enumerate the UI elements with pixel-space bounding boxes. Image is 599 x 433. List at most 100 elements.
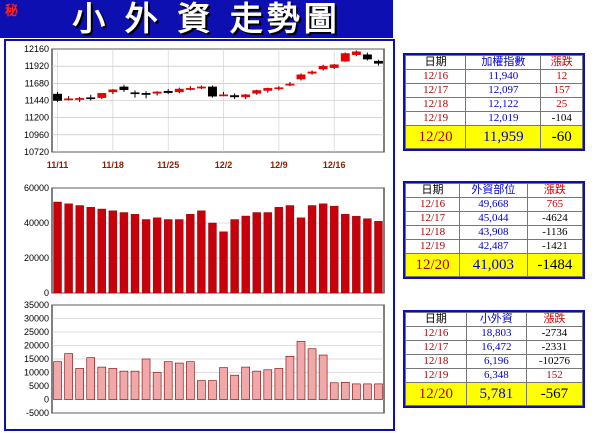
chart-frame: 10720 10960 11200 11440 11680 11920 12160 11/11…: [4, 39, 395, 431]
table-today-row: 12/20 5,781 -567: [405, 382, 584, 406]
foreign-bar: [208, 222, 217, 294]
date-cell: 12/19: [405, 368, 467, 383]
table-row: 12/17 16,472 -2331: [405, 340, 584, 355]
date-cell: 12/17: [404, 83, 467, 98]
date-cell: 12/17: [405, 340, 467, 355]
date-cell: 12/18: [404, 97, 467, 112]
small-foreign-y-tick-label: -5000: [26, 408, 49, 418]
small-foreign-y-tick-label: 5000: [29, 381, 49, 391]
index-y-tick-label: 11440: [25, 96, 49, 106]
small-foreign-bar: [108, 368, 118, 400]
foreign-bar: [186, 214, 195, 294]
foreign-bar: [230, 219, 239, 294]
foreign-bar: [318, 203, 328, 294]
value-cell: 18,803: [465, 326, 527, 341]
small-foreign-bar: [97, 366, 107, 400]
value-cell: 5,781: [465, 382, 527, 406]
small-foreign-bar: [363, 383, 372, 400]
small-foreign-bar: [340, 382, 350, 400]
value-cell: 6,348: [465, 368, 527, 383]
small-foreign-bar: [186, 361, 195, 400]
index-x-tick-label: 11/25: [157, 160, 179, 170]
candle-body: [75, 98, 85, 100]
date-cell: 12/20: [404, 253, 461, 277]
table-header-cell: 小外資: [465, 312, 527, 327]
small-foreign-bar: [318, 354, 328, 400]
candle-body: [241, 94, 251, 98]
foreign-bar: [341, 213, 350, 294]
value-cell: 12,019: [465, 111, 542, 126]
candle-body: [285, 83, 295, 86]
index-y-tick-label: 11680: [25, 78, 49, 88]
foreign-plot-area: [51, 187, 385, 294]
value-cell: 42,487: [459, 239, 528, 254]
index-table: 日期 加權指數 漲跌 12/16 11,940 12 12/17 12,097 157 12/18…: [404, 55, 583, 149]
date-cell: 12/16: [404, 197, 461, 212]
change-cell: 25: [540, 97, 583, 112]
change-cell: -2331: [525, 340, 584, 355]
foreign-bar: [263, 212, 272, 294]
foreign-bar: [352, 215, 361, 294]
table-row: 12/18 12,122 25: [404, 97, 583, 112]
page-title: 小 外 資 走勢圖: [72, 0, 341, 38]
table-header-cell: 漲跌: [526, 183, 584, 198]
date-cell: 12/19: [404, 111, 467, 126]
foreign-bar: [374, 221, 383, 294]
value-cell: 41,003: [459, 253, 528, 277]
change-cell: 765: [526, 197, 584, 212]
foreign-position-table: 日期 外資部位 漲跌 12/16 49,668 765 12/17 45,044 -4624 12…: [404, 183, 584, 277]
date-cell: 12/20: [404, 125, 467, 149]
foreign-bar: [141, 219, 151, 294]
candle-body: [86, 97, 96, 100]
secret-mark: 秘: [5, 3, 19, 18]
table-row: 12/19 12,019 -104: [404, 111, 583, 126]
date-cell: 12/16: [404, 69, 467, 84]
table-row: 12/17 12,097 157: [404, 83, 583, 98]
small-foreign-bar: [219, 367, 228, 400]
change-cell: 12: [540, 69, 583, 84]
index-y-tick-label: 11920: [25, 61, 49, 71]
candle-body: [108, 89, 118, 93]
foreign-bar: [97, 208, 106, 294]
small-foreign-bar: [152, 372, 162, 400]
small-foreign-bar: [75, 368, 84, 400]
candle-body: [196, 86, 206, 89]
index-y-tick-label: 11200: [25, 113, 49, 123]
value-cell: 6,196: [465, 354, 527, 369]
change-cell: -1421: [526, 239, 584, 254]
foreign-y-tick-label: 0: [44, 288, 49, 298]
small-foreign-bar: [86, 357, 96, 400]
foreign-bar: [307, 205, 317, 294]
candle-body: [340, 53, 350, 62]
foreign-bar: [296, 217, 306, 294]
candle-body: [296, 74, 306, 80]
table-header-cell: 日期: [405, 312, 467, 327]
foreign-bar: [53, 201, 62, 294]
foreign-bar: [152, 217, 162, 294]
date-cell: 12/18: [404, 225, 461, 240]
table-header-row: 日期 小外資 漲跌: [405, 312, 584, 327]
candle-body: [219, 94, 228, 97]
candle-body: [64, 98, 74, 101]
table-header-row: 日期 外資部位 漲跌: [404, 183, 584, 198]
foreign-bar: [252, 212, 261, 294]
candle-body: [351, 51, 361, 55]
foreign-y-tick-label: 60000: [24, 183, 49, 193]
value-cell: 43,908: [459, 225, 528, 240]
foreign-bar: [219, 231, 228, 294]
candle-body: [119, 86, 129, 91]
small-foreign-y-tick-label: 30000: [24, 314, 49, 324]
table-header-cell: 外資部位: [459, 183, 528, 198]
change-cell: -4624: [526, 211, 584, 226]
table-today-row: 12/20 11,959 -60: [404, 125, 583, 149]
candle-body: [141, 93, 151, 95]
table-row: 12/16 18,803 -2734: [405, 326, 584, 341]
change-cell: -60: [540, 125, 583, 149]
small-foreign-bar: [130, 370, 140, 400]
small-foreign-bar: [285, 355, 295, 400]
candle-body: [174, 88, 184, 93]
candle-body: [307, 71, 317, 74]
change-cell: -1136: [526, 225, 584, 240]
foreign-bar: [175, 219, 184, 294]
small-foreign-bar: [141, 358, 151, 400]
